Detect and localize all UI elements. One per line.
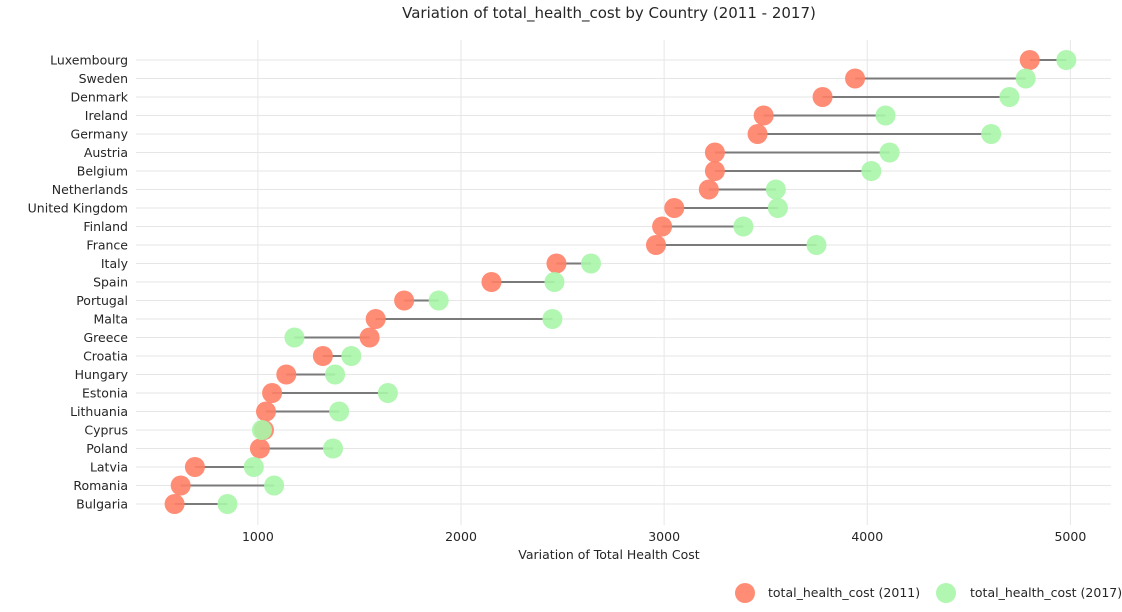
y-tick-label: Lithuania [70, 404, 128, 419]
point-2017 [428, 290, 449, 311]
point-2017 [243, 457, 264, 477]
y-tick-label: Spain [93, 275, 128, 290]
x-tick-label: 5000 [1054, 529, 1086, 544]
y-tick-label: Estonia [82, 386, 128, 401]
point-2017 [981, 124, 1002, 144]
y-tick-label: Germany [71, 127, 129, 142]
y-tick-label: Ireland [85, 108, 128, 123]
y-tick-label: Denmark [71, 90, 129, 105]
y-tick-label: Netherlands [52, 182, 128, 197]
point-2017 [581, 253, 601, 274]
x-tick-labels: 1000 2000 3000 4000 5000 [242, 529, 1086, 544]
point-2017 [765, 179, 786, 200]
point-2017 [251, 420, 272, 440]
point-2017 [733, 216, 754, 237]
y-tick-label: United Kingdom [28, 201, 128, 216]
point-2011 [481, 272, 502, 292]
y-tick-label: Croatia [83, 349, 128, 364]
x-tick-label: 1000 [242, 529, 274, 544]
point-2017 [542, 309, 563, 329]
y-tick-label: Sweden [79, 71, 128, 86]
point-2011 [747, 124, 768, 144]
point-2011 [256, 401, 276, 422]
point-2017 [217, 494, 238, 514]
y-tick-label: Finland [83, 219, 128, 234]
x-tick-label: 4000 [851, 529, 883, 544]
point-2017 [544, 272, 565, 292]
point-2017 [264, 475, 285, 496]
y-tick-label: Latvia [90, 460, 128, 475]
point-2011 [652, 216, 673, 237]
point-2011 [845, 68, 866, 89]
point-2011 [365, 309, 386, 329]
point-2017 [323, 438, 344, 459]
point-2011 [1019, 50, 1040, 70]
point-2017 [767, 198, 788, 218]
point-2011 [704, 161, 725, 181]
grid-lines [136, 40, 1111, 525]
point-2011 [359, 327, 380, 348]
point-2017 [325, 364, 346, 385]
point-2011 [276, 364, 297, 385]
point-2017 [341, 346, 362, 366]
point-2011 [170, 475, 191, 496]
point-2017 [861, 161, 882, 181]
point-2017 [806, 235, 827, 255]
legend-label-2011: total_health_cost (2011) [768, 585, 920, 600]
point-2017 [329, 401, 350, 422]
point-2011 [262, 383, 283, 403]
y-tick-label: Austria [84, 145, 128, 160]
legend-marker-2017 [936, 583, 956, 603]
point-2011 [646, 235, 666, 255]
x-tick-label: 3000 [648, 529, 680, 544]
data-points [164, 50, 1077, 514]
y-tick-label: Portugal [76, 293, 128, 308]
y-tick-label: Greece [84, 330, 129, 345]
y-tick-label: Luxembourg [50, 53, 128, 68]
point-2011 [249, 438, 270, 459]
point-2011 [394, 290, 415, 311]
y-tick-label: Hungary [75, 367, 129, 382]
y-tick-label: Malta [94, 312, 128, 327]
point-2017 [284, 327, 305, 348]
chart-title: Variation of total_health_cost by Countr… [402, 4, 816, 23]
point-2017 [879, 142, 900, 163]
point-2011 [546, 253, 567, 274]
legend: total_health_cost (2011) total_health_co… [735, 583, 1122, 603]
point-2011 [664, 198, 685, 218]
point-2017 [875, 105, 896, 126]
y-tick-label: Cyprus [84, 423, 128, 438]
x-tick-label: 2000 [445, 529, 477, 544]
point-2011 [164, 494, 185, 514]
legend-marker-2011 [735, 583, 755, 603]
point-2011 [698, 179, 719, 200]
point-2017 [1015, 68, 1036, 89]
y-tick-label: Bulgaria [76, 497, 128, 512]
legend-label-2017: total_health_cost (2017) [970, 585, 1122, 600]
x-axis-label: Variation of Total Health Cost [518, 547, 700, 562]
y-tick-labels: Luxembourg Sweden Denmark Ireland Germany Aus… [28, 53, 129, 512]
point-2011 [184, 457, 205, 477]
y-tick-label: France [86, 238, 128, 253]
point-2011 [753, 105, 774, 126]
point-2017 [377, 383, 398, 403]
y-tick-label: Belgium [77, 164, 128, 179]
y-tick-label: Italy [101, 256, 129, 271]
y-tick-label: Romania [73, 478, 128, 493]
point-2011 [312, 346, 333, 366]
y-tick-label: Poland [86, 441, 128, 456]
point-2017 [1056, 50, 1077, 70]
point-2017 [999, 87, 1020, 107]
point-2011 [812, 87, 833, 107]
point-2011 [704, 142, 725, 163]
